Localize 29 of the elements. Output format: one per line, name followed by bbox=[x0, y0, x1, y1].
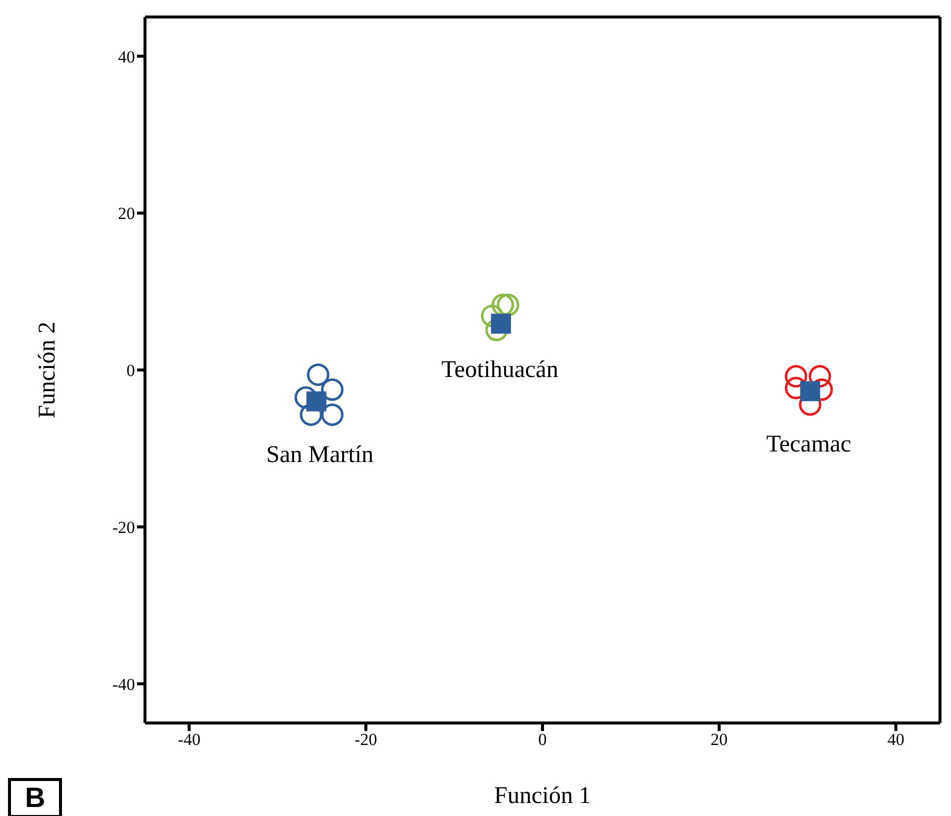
y-tick-label: 40 bbox=[118, 47, 135, 66]
point bbox=[490, 314, 511, 334]
x-tick-label: 0 bbox=[538, 730, 547, 750]
series-label: Tecamac bbox=[766, 432, 852, 458]
x-tick-label: 40 bbox=[887, 730, 904, 750]
point bbox=[480, 304, 504, 328]
y-tick-label: 20 bbox=[118, 204, 135, 224]
x-tick-label: 20 bbox=[710, 730, 728, 750]
point bbox=[321, 378, 344, 401]
text: B bbox=[8, 778, 62, 816]
point bbox=[294, 386, 318, 409]
x-axis-title: Función 1 bbox=[494, 783, 591, 809]
y-tick-label: -20 bbox=[112, 518, 135, 537]
point bbox=[306, 391, 326, 412]
y-tick-label: 0 bbox=[126, 361, 135, 380]
point bbox=[321, 403, 344, 426]
y-tick-label: -40 bbox=[112, 674, 135, 694]
point bbox=[496, 294, 520, 316]
point bbox=[306, 363, 330, 386]
x-tick-label: -20 bbox=[354, 730, 378, 750]
series-label: San Martín bbox=[266, 442, 374, 468]
y-axis-title: Función 2 bbox=[34, 322, 61, 418]
x-tick-label: -40 bbox=[178, 730, 201, 750]
point bbox=[808, 365, 832, 388]
point bbox=[800, 381, 820, 402]
point bbox=[485, 318, 508, 342]
point bbox=[300, 403, 322, 426]
series-label: Teotihuacán bbox=[441, 357, 558, 384]
point bbox=[784, 365, 808, 388]
